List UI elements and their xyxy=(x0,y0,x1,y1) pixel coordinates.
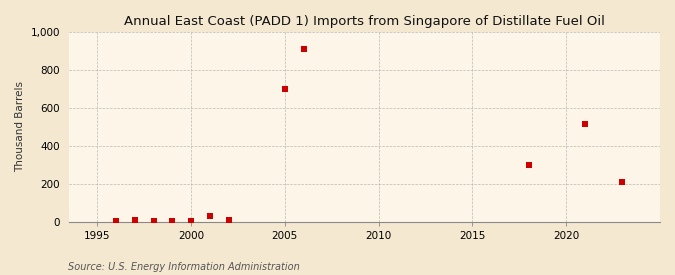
Point xyxy=(580,122,591,126)
Point xyxy=(223,218,234,222)
Y-axis label: Thousand Barrels: Thousand Barrels xyxy=(15,81,25,172)
Point xyxy=(523,163,534,167)
Point xyxy=(205,214,215,219)
Point xyxy=(111,219,122,223)
Point xyxy=(186,219,196,223)
Point xyxy=(148,219,159,223)
Point xyxy=(279,87,290,91)
Title: Annual East Coast (PADD 1) Imports from Singapore of Distillate Fuel Oil: Annual East Coast (PADD 1) Imports from … xyxy=(124,15,605,28)
Point xyxy=(167,219,178,223)
Point xyxy=(298,46,309,51)
Point xyxy=(130,218,140,222)
Point xyxy=(617,180,628,185)
Text: Source: U.S. Energy Information Administration: Source: U.S. Energy Information Administ… xyxy=(68,262,299,272)
